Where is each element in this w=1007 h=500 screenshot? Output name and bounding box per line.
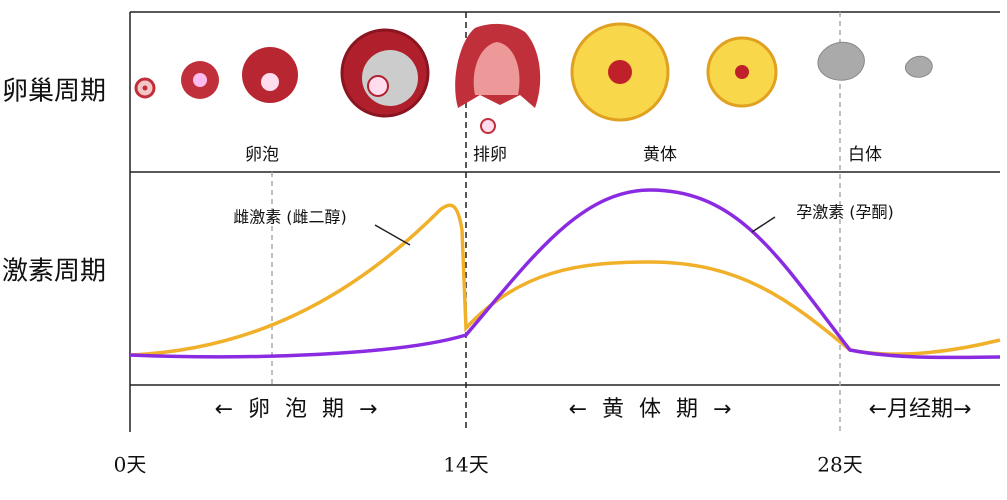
stage-label: 卵泡 [245,145,279,165]
curve-label: 雌激素 (雌二醇) [233,208,347,227]
day-label: 0天 [114,453,147,477]
stage-label: 排卵 [473,145,507,165]
curve-label: 孕激素 (孕酮) [796,203,894,222]
day-label: 14天 [443,453,488,477]
phase-label: ← 卵 泡 期 → [215,397,382,422]
estrogen-pointer [374,224,411,246]
row-label: 激素周期 [2,257,106,287]
progesterone-curve [129,188,1001,360]
stage-label: 白体 [848,145,882,165]
phase-label: ←月经期→ [869,397,972,422]
stage-label: 黄体 [643,145,677,165]
phase-label: ← 黄 体 期 → [569,397,736,422]
progesterone-pointer [751,216,776,233]
follicle-icons [134,23,541,134]
corpus-icons [570,22,933,122]
day-label: 28天 [817,453,862,477]
frame [129,11,1000,432]
row-label: 卵巢周期 [2,77,106,107]
